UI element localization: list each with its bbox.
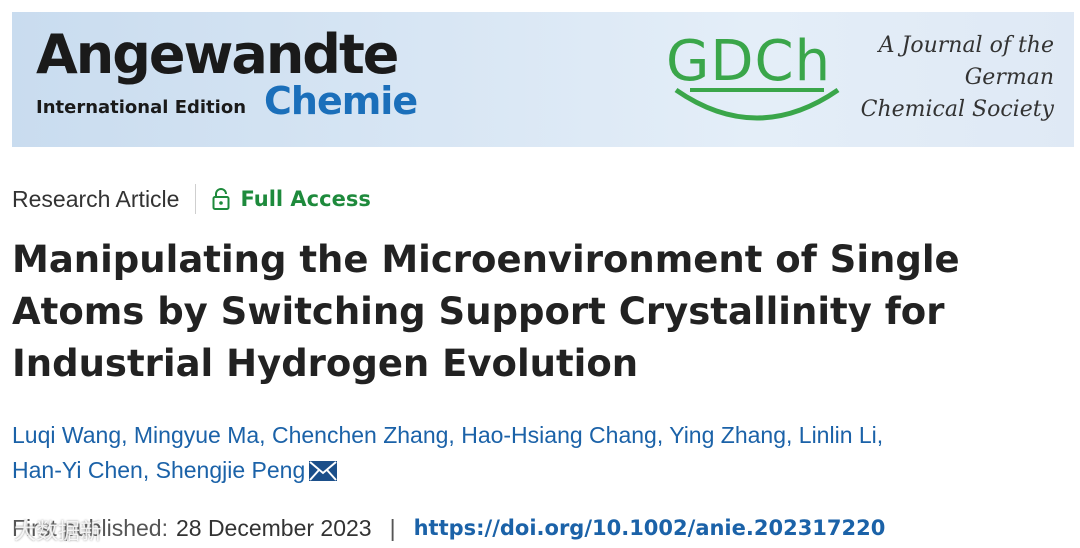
gdch-arc-icon (674, 87, 840, 121)
lock-open-icon (212, 188, 230, 210)
article-meta: Research Article Full Access (12, 183, 371, 215)
author-link[interactable]: Linlin Li (798, 422, 877, 448)
article-type: Research Article (12, 185, 180, 212)
society-tagline-line-1: A Journal of the (878, 33, 1054, 58)
society-tagline-line-3: Chemical Society (860, 97, 1054, 122)
author-link[interactable]: Shengjie Peng (155, 457, 306, 483)
published-label: First published: (12, 514, 168, 541)
journal-logo-angewandte: Angewandte (36, 23, 399, 86)
society-tagline: A Journal of the German Chemical Society (854, 30, 1054, 126)
author-link[interactable]: Ying Zhang (669, 422, 786, 448)
author-link[interactable]: Chenchen Zhang (271, 422, 449, 448)
author-link[interactable]: Mingyue Ma (133, 422, 260, 448)
meta-divider (195, 184, 197, 214)
author-list: Luqi Wang, Mingyue Ma, Chenchen Zhang, H… (12, 422, 884, 483)
pub-divider: | (389, 514, 396, 541)
envelope-icon[interactable] (309, 461, 338, 481)
society-tagline-line-2: German (964, 65, 1054, 90)
access-badge: Full Access (240, 187, 371, 211)
journal-logo-chemie: Chemie (264, 79, 418, 123)
society-logo-gdch: GDCh (666, 29, 832, 94)
publication-info: First published: 28 December 2023 | http… (12, 512, 885, 544)
doi-link[interactable]: https://doi.org/10.1002/anie.202317220 (413, 516, 886, 540)
author-link[interactable]: Luqi Wang (12, 422, 122, 448)
journal-banner[interactable]: Angewandte International Edition Chemie … (12, 12, 1074, 147)
author-link[interactable]: Hao-Hsiang Chang (461, 422, 657, 448)
article-title: Manipulating the Microenvironment of Sin… (12, 238, 960, 385)
published-date: 28 December 2023 (175, 514, 372, 541)
journal-logo-edition: International Edition (36, 97, 247, 118)
author-link[interactable]: Han-Yi Chen (12, 457, 143, 483)
